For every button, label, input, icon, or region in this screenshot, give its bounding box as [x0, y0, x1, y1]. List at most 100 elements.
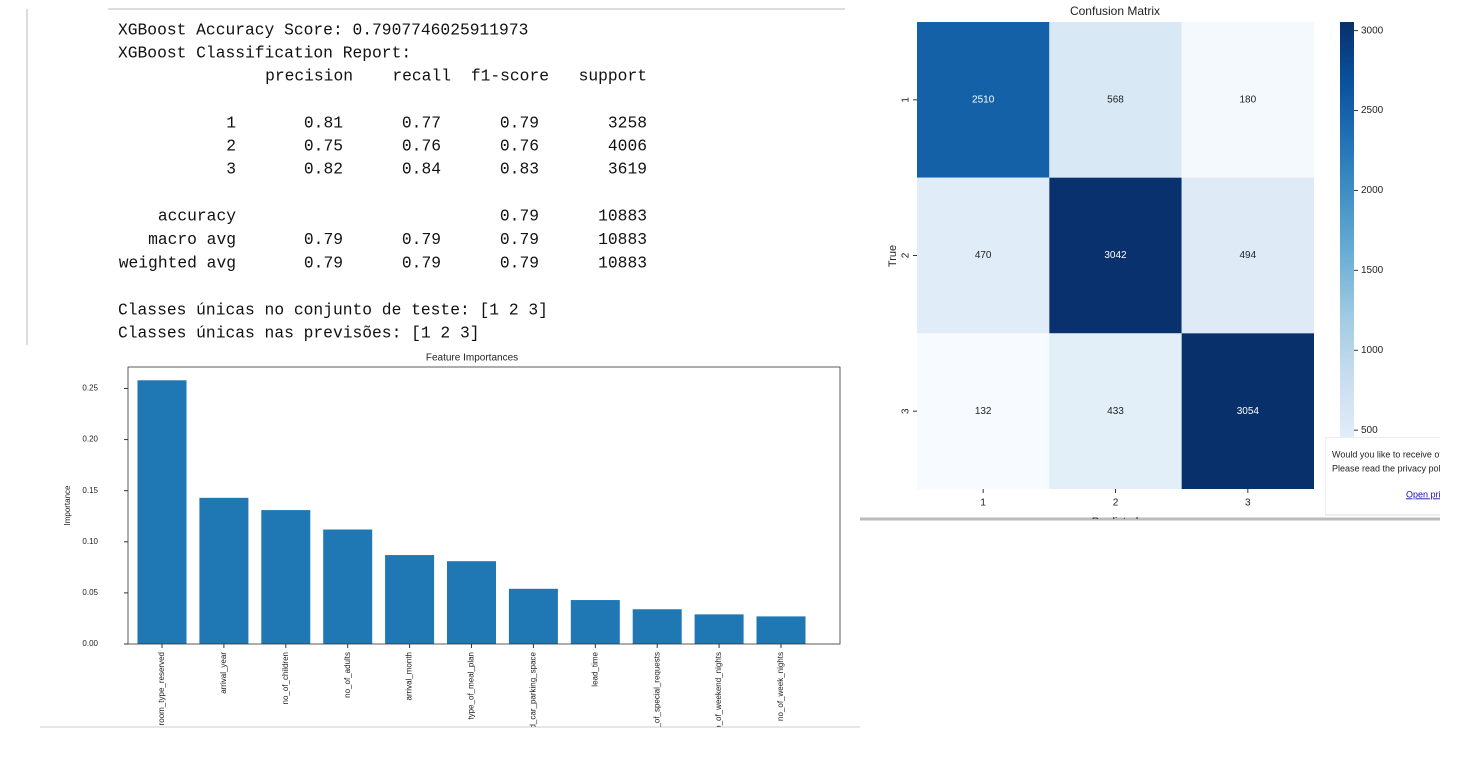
bar-chart: Feature Importances Importance 0.00 0.05 0.1… [63, 353, 841, 753]
popup-box [1325, 437, 1440, 516]
colorbar-tick-label: 3000 [1361, 25, 1384, 36]
x-tick-label: 1 [980, 498, 986, 509]
row-label: 1 [226, 113, 236, 132]
unique-test: Classes únicas no conjunto de teste: [1 … [118, 300, 548, 319]
y-tick-label: 1 [901, 97, 912, 103]
unique-pred: Classes únicas nas previsões: [1 2 3] [118, 323, 480, 342]
y-tick-label: 0.25 [82, 384, 98, 393]
y-tick-label: 2 [901, 252, 912, 258]
colorbar-tick-label: 1500 [1361, 265, 1384, 276]
heatmap-cell [1049, 333, 1182, 489]
y-tick-label: 0.20 [82, 435, 98, 444]
bar [694, 614, 744, 644]
bar [199, 497, 249, 644]
x-tick-label: no_of_week_nights [776, 652, 785, 721]
colorbar-tick-label: 1000 [1361, 345, 1384, 356]
cell: 0.84 [402, 159, 441, 178]
cell: 10883 [598, 253, 647, 272]
popup-text: Would you like to receive offi [1332, 449, 1446, 459]
cell-label: 3054 [1237, 406, 1260, 417]
bar [261, 510, 311, 644]
bar [323, 529, 373, 644]
heatmap-cell [1049, 22, 1182, 178]
cookie-popup: Would you like to receive offi Please re… [1325, 437, 1446, 516]
colorbar [1340, 22, 1354, 489]
cell: 0.79 [402, 230, 441, 249]
heatmap-cell [1049, 177, 1182, 334]
bar [756, 616, 806, 644]
x-tick-label: no_of_adults [343, 652, 352, 698]
row-label: macro avg [148, 230, 236, 249]
cell-label: 3042 [1104, 250, 1127, 261]
heatmap-cell [1181, 22, 1314, 178]
colorbar-tick-label: 500 [1361, 425, 1378, 436]
cell: 4006 [608, 136, 647, 155]
x-tick-label: 2 [1113, 498, 1119, 509]
cell: 0.79 [304, 230, 343, 249]
bar [137, 380, 187, 644]
popup-link[interactable]: Open priv [1406, 489, 1446, 499]
heatmap-cell [1181, 333, 1314, 489]
heatmap-cell [917, 177, 1050, 334]
row-label: 3 [226, 159, 236, 178]
report-title: XGBoost Classification Report: [118, 43, 411, 62]
heatmap-cell [917, 22, 1050, 178]
cell: 0.79 [500, 253, 539, 272]
y-tick-label: 3 [901, 408, 912, 414]
output-panel [27, 0, 845, 345]
cell: 0.83 [500, 159, 539, 178]
x-tick-label: lead_time [590, 651, 599, 686]
cell-label: 180 [1239, 94, 1256, 105]
bar [632, 609, 682, 644]
row-label: 2 [226, 136, 236, 155]
y-axis-label: Importance [63, 485, 72, 526]
bar [570, 600, 620, 644]
y-tick-label: 0.15 [82, 486, 98, 495]
x-tick-label: type_of_meal_plan [467, 652, 476, 720]
report: XGBoost Accuracy Score: 0.79077460259119… [118, 20, 647, 342]
cell: 0.79 [500, 113, 539, 132]
cell-label: 433 [1107, 406, 1124, 417]
cell: 10883 [598, 230, 647, 249]
cell: 0.75 [304, 136, 343, 155]
colorbar-tick-label: 2500 [1361, 105, 1384, 116]
row-label: accuracy [158, 206, 236, 225]
cell: 0.82 [304, 159, 343, 178]
cell-label: 494 [1239, 250, 1256, 261]
cell-label: 568 [1107, 94, 1124, 105]
chart-title: Confusion Matrix [1070, 4, 1160, 18]
chart-title: Feature Importances [426, 353, 518, 364]
axes-frame [127, 366, 841, 645]
cell: 3258 [608, 113, 647, 132]
x-tick-label: arrival_year [219, 652, 228, 694]
y-axis-label: True [887, 245, 899, 267]
column-header: f1-score [471, 66, 549, 85]
bar [508, 588, 558, 644]
x-axis-label: Predicted [1092, 516, 1138, 528]
cell: 0.79 [304, 253, 343, 272]
column-header: support [579, 66, 647, 85]
cell-label: 470 [975, 250, 992, 261]
column-header: recall [392, 66, 451, 85]
y-tick-label: 0.00 [82, 639, 98, 648]
x-tick-label: no_of_children [281, 652, 290, 704]
bar [447, 561, 496, 644]
cell: 0.76 [402, 136, 441, 155]
x-tick-label: arrival_month [405, 652, 414, 700]
cell: 0.76 [500, 136, 539, 155]
heatmap-cell [917, 333, 1050, 489]
cell: 0.81 [304, 113, 343, 132]
x-tick-label: no_of_weekend_nights [714, 652, 723, 734]
y-tick-label: 0.05 [82, 588, 98, 597]
bar [385, 555, 435, 644]
x-tick-label: 3 [1245, 498, 1251, 509]
x-tick-label: room_type_reserved [157, 652, 166, 725]
cell-label: 132 [975, 406, 992, 417]
x-tick-label: no_of_special_requests [652, 652, 661, 737]
x-tick-label: required_car_parking_space [529, 651, 538, 753]
accuracy-line: XGBoost Accuracy Score: 0.79077460259119… [118, 20, 528, 39]
y-tick-label: 0.10 [82, 537, 98, 546]
cell: 0.77 [402, 113, 441, 132]
